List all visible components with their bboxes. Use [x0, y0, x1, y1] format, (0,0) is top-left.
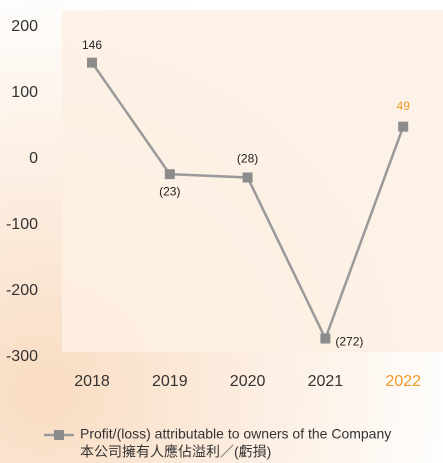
y-tick-label: -200 [6, 282, 38, 299]
legend-marker [54, 430, 64, 440]
y-tick-label: 100 [11, 84, 38, 101]
x-tick-label: 2022 [385, 373, 421, 390]
value-label: (28) [237, 152, 258, 166]
x-tick-label: 2020 [230, 373, 266, 390]
point-marker [398, 121, 409, 132]
point-marker [87, 57, 97, 68]
x-tick-label: 2019 [152, 373, 188, 390]
point-marker [242, 172, 253, 183]
y-tick-label: 0 [29, 150, 38, 167]
x-tick-label: 2021 [308, 373, 344, 390]
x-tick-label: 2018 [74, 373, 110, 390]
point-marker [164, 169, 175, 180]
y-tick-label: -100 [6, 216, 38, 233]
y-tick-label: -300 [6, 348, 38, 365]
legend-label: Profit/(loss) attributable to owners of … [80, 426, 391, 442]
legend-label-zh: 本公司擁有人應佔溢利／(虧損) [80, 444, 271, 460]
point-marker [320, 333, 331, 344]
value-label: (272) [335, 335, 363, 349]
value-label: 146 [82, 38, 102, 52]
value-label: (23) [159, 184, 180, 198]
value-label: 49 [397, 99, 411, 113]
y-tick-label: 200 [11, 18, 38, 35]
